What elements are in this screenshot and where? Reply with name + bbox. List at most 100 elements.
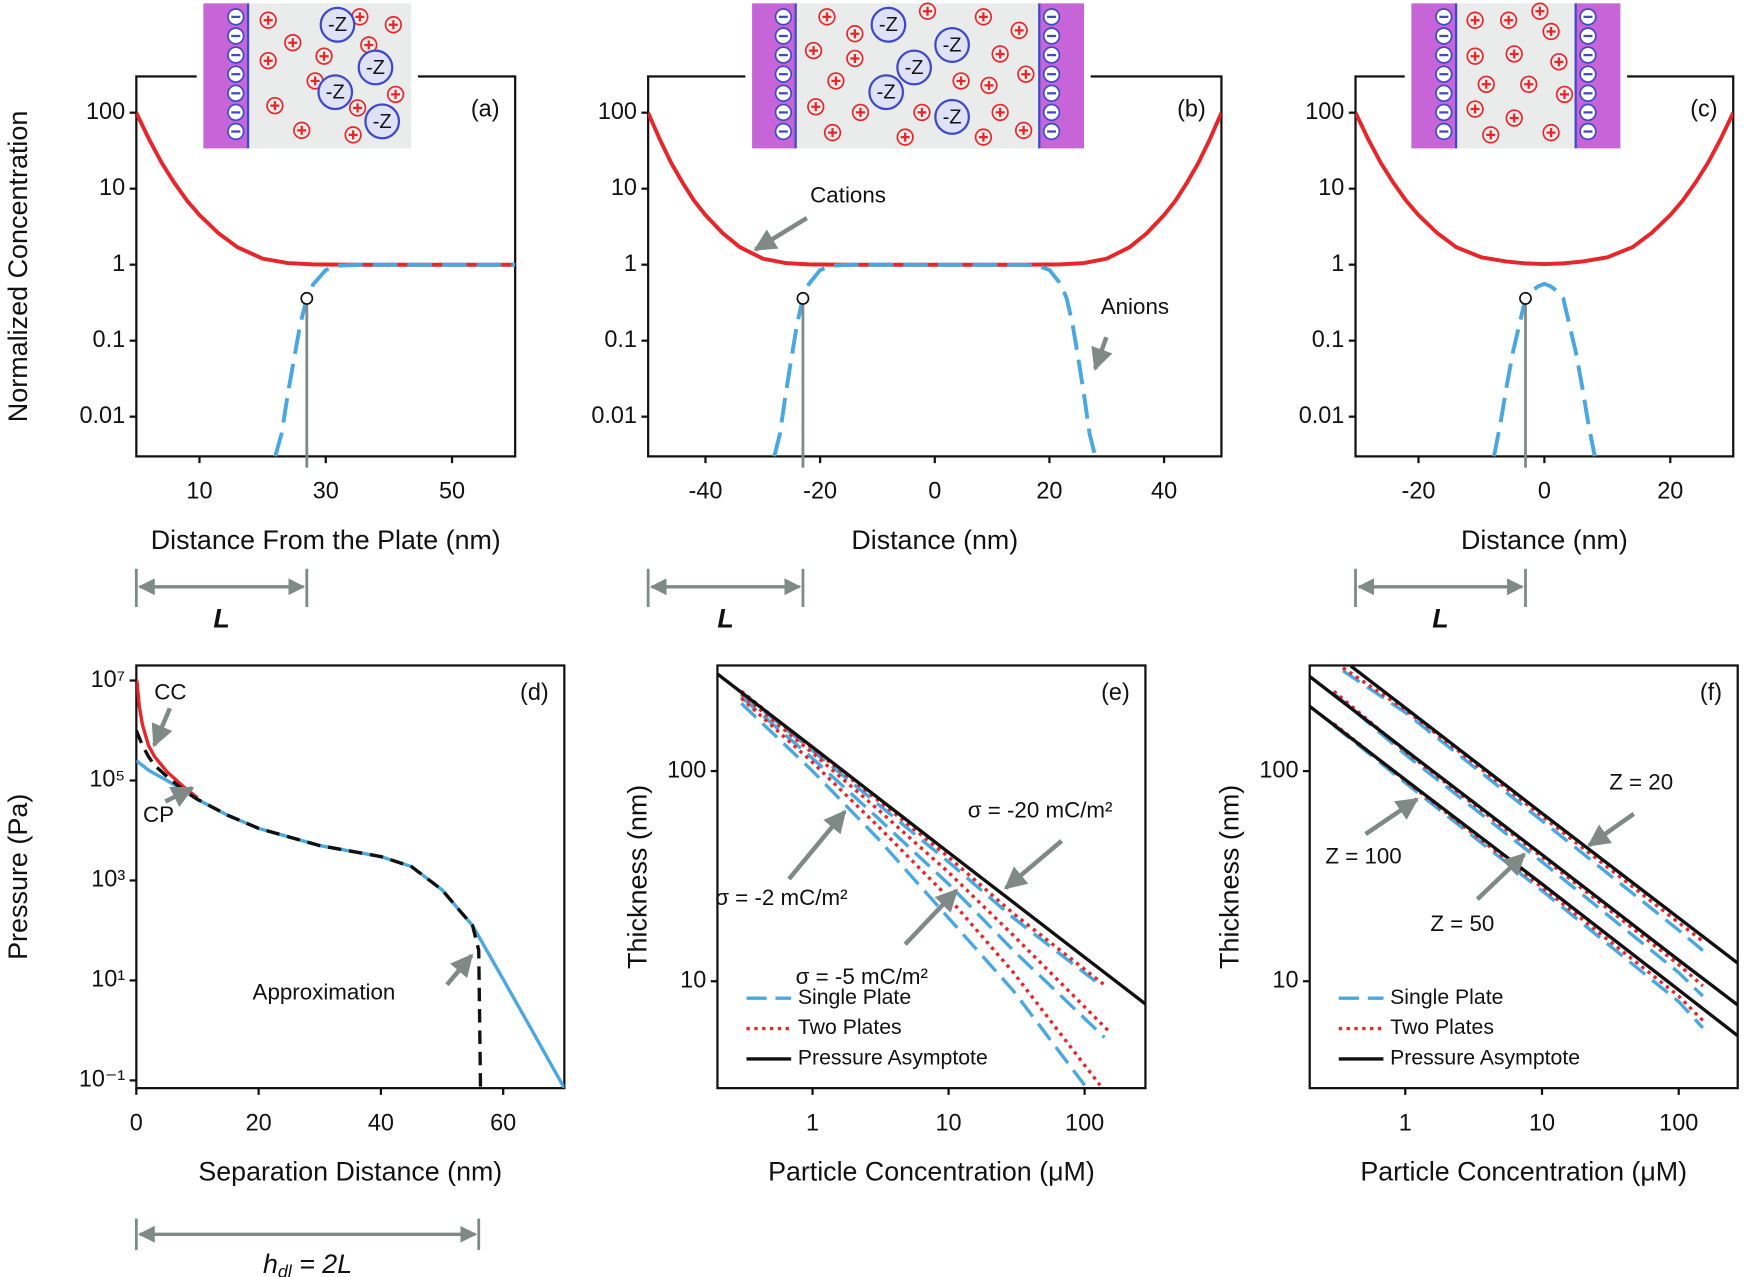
series-line bbox=[1349, 665, 1738, 965]
y-tick-label: 10 bbox=[611, 174, 637, 200]
annotation: Cations bbox=[810, 183, 886, 208]
y-tick-label: 10 bbox=[680, 966, 706, 992]
marker-point bbox=[1519, 291, 1532, 305]
cation bbox=[827, 72, 845, 90]
y-tick-label: 0.01 bbox=[1299, 402, 1345, 428]
annotation-arrow bbox=[753, 216, 808, 252]
y-tick-label: 0.1 bbox=[604, 326, 637, 352]
annotation-arrow bbox=[1475, 852, 1526, 901]
panel-label: (c) bbox=[1690, 95, 1717, 121]
panel-label: (e) bbox=[1101, 679, 1130, 705]
cation bbox=[386, 85, 405, 104]
bracket-label: L bbox=[717, 604, 733, 634]
annotation-arrow bbox=[1587, 812, 1636, 848]
annotation: Z = 100 bbox=[1325, 844, 1401, 869]
plus-sign bbox=[297, 125, 307, 135]
particle-label: -Z bbox=[366, 57, 385, 79]
x-tick-label: 0 bbox=[130, 1109, 143, 1135]
y-tick-label: 0.1 bbox=[1312, 326, 1345, 352]
y-tick-label: 10⁵ bbox=[89, 766, 125, 792]
cation bbox=[384, 16, 403, 34]
x-axis-label: Particle Concentration (μM) bbox=[768, 1157, 1095, 1187]
cation bbox=[1505, 109, 1523, 127]
plus-sign bbox=[355, 12, 365, 22]
panel: 0 20 40 60 10⁻¹ 10¹ 10³ 10⁵ 10⁷ Separation Distan… bbox=[3, 664, 566, 1277]
legend-label: Pressure Asymptote bbox=[1390, 1046, 1580, 1070]
plus-sign bbox=[978, 132, 988, 142]
legend-label: Single Plate bbox=[1390, 985, 1503, 1009]
cation bbox=[293, 121, 311, 140]
annotation: σ = -2 mC/m² bbox=[715, 885, 848, 910]
panel: -20 0 20 0.01 0.1 1 10 100 Distance (nm) (c) L bbox=[1299, 2, 1735, 634]
cation bbox=[1555, 85, 1574, 104]
y-tick-label: 10 bbox=[1272, 966, 1298, 992]
legend-label: Single Plate bbox=[798, 985, 911, 1009]
plus-sign bbox=[1470, 51, 1480, 61]
plus-sign bbox=[1470, 104, 1480, 114]
series-layer bbox=[136, 111, 516, 457]
particle-label: -Z bbox=[943, 106, 962, 128]
panel: 1 10 100 10 100 Particle Concentration (μM) Th… bbox=[1215, 664, 1739, 1187]
plus-sign bbox=[811, 102, 821, 112]
annotation-arrow bbox=[1364, 797, 1419, 836]
series-line bbox=[136, 680, 199, 800]
cation bbox=[284, 34, 302, 52]
plus-sign bbox=[1486, 130, 1496, 140]
cation bbox=[344, 126, 362, 144]
annotation-arrow bbox=[1091, 336, 1113, 371]
y-tick-label: 100 bbox=[598, 98, 637, 124]
x-tick-label: 20 bbox=[1036, 478, 1062, 504]
y-tick-label: 0.01 bbox=[591, 402, 637, 428]
series-layer bbox=[648, 111, 1222, 457]
cation bbox=[896, 128, 914, 146]
series-line bbox=[136, 729, 483, 1089]
series-line bbox=[273, 262, 516, 457]
plus-sign bbox=[263, 56, 273, 66]
y-tick-label: 10¹ bbox=[91, 966, 125, 992]
x-tick-label: 1 bbox=[1399, 1109, 1412, 1135]
y-tick-label: 10 bbox=[1318, 174, 1344, 200]
series-line bbox=[740, 689, 1106, 987]
cation bbox=[846, 49, 864, 68]
plus-sign bbox=[856, 107, 865, 117]
plus-sign bbox=[1554, 57, 1564, 67]
series-line bbox=[648, 111, 1222, 267]
plus-sign bbox=[822, 12, 832, 22]
series-line bbox=[717, 672, 1146, 1006]
plus-sign bbox=[364, 40, 374, 50]
plus-sign bbox=[1546, 26, 1556, 36]
y-tick-label: 1 bbox=[112, 250, 125, 276]
plus-sign bbox=[391, 89, 401, 99]
annotation: σ = -5 mC/m² bbox=[796, 964, 929, 989]
particle-label: -Z bbox=[905, 57, 924, 79]
y-axis-label: Pressure (Pa) bbox=[3, 794, 33, 960]
series-layer bbox=[1355, 111, 1734, 457]
particle-label: -Z bbox=[943, 34, 962, 56]
cation bbox=[991, 45, 1009, 63]
x-tick-label: -40 bbox=[689, 478, 723, 504]
y-tick-label: 10³ bbox=[91, 866, 125, 892]
x-axis-label: Distance (nm) bbox=[1461, 525, 1628, 555]
series-line bbox=[740, 692, 1110, 1033]
series-line bbox=[1309, 705, 1738, 1038]
plus-sign bbox=[263, 15, 273, 25]
cation bbox=[1010, 21, 1028, 40]
inset: -Z -Z -Z -Z bbox=[196, 2, 418, 151]
plot-frame bbox=[716, 664, 1147, 1090]
cation bbox=[846, 25, 864, 43]
bracket-label-part: = 2L bbox=[292, 1249, 352, 1277]
annotation: Z = 20 bbox=[1609, 769, 1673, 794]
inset bbox=[1404, 2, 1628, 151]
plus-sign bbox=[1470, 15, 1480, 25]
x-tick-label: 50 bbox=[439, 478, 465, 504]
series-line bbox=[1341, 669, 1704, 952]
x-tick-label: 20 bbox=[1657, 478, 1683, 504]
cation bbox=[259, 51, 277, 70]
x-tick-label: 0 bbox=[928, 478, 941, 504]
legend-label: Two Plates bbox=[1390, 1015, 1494, 1039]
x-tick-label: 60 bbox=[490, 1109, 516, 1135]
series-line bbox=[136, 111, 516, 267]
cation bbox=[974, 8, 993, 26]
plus-sign bbox=[1504, 15, 1514, 25]
